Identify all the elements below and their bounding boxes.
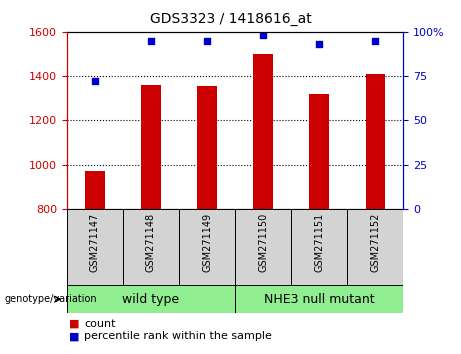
Text: count: count — [84, 319, 116, 329]
FancyBboxPatch shape — [235, 285, 403, 313]
Text: GSM271151: GSM271151 — [314, 213, 324, 272]
FancyBboxPatch shape — [123, 209, 179, 285]
FancyBboxPatch shape — [179, 209, 235, 285]
Bar — [366, 74, 385, 209]
FancyBboxPatch shape — [235, 209, 291, 285]
Text: GSM271147: GSM271147 — [90, 213, 100, 272]
Text: GSM271148: GSM271148 — [146, 213, 156, 272]
Point — [147, 38, 154, 44]
Point — [315, 41, 323, 47]
Bar — [85, 171, 105, 209]
Text: wild type: wild type — [123, 293, 179, 306]
FancyBboxPatch shape — [347, 209, 403, 285]
Text: GSM271150: GSM271150 — [258, 213, 268, 272]
Point — [260, 33, 267, 38]
Text: GSM271152: GSM271152 — [370, 213, 380, 272]
Point — [372, 38, 379, 44]
Text: genotype/variation: genotype/variation — [5, 294, 97, 304]
Text: GDS3323 / 1418616_at: GDS3323 / 1418616_at — [150, 12, 311, 27]
Bar — [197, 86, 217, 209]
Text: ■: ■ — [69, 331, 80, 341]
FancyBboxPatch shape — [67, 209, 123, 285]
Text: GSM271149: GSM271149 — [202, 213, 212, 272]
FancyBboxPatch shape — [291, 209, 347, 285]
Text: NHE3 null mutant: NHE3 null mutant — [264, 293, 374, 306]
Text: ■: ■ — [69, 319, 80, 329]
Bar — [141, 85, 161, 209]
FancyBboxPatch shape — [67, 285, 235, 313]
Point — [203, 38, 211, 44]
Point — [91, 79, 99, 84]
Bar — [254, 54, 273, 209]
Text: percentile rank within the sample: percentile rank within the sample — [84, 331, 272, 341]
Bar — [309, 94, 329, 209]
